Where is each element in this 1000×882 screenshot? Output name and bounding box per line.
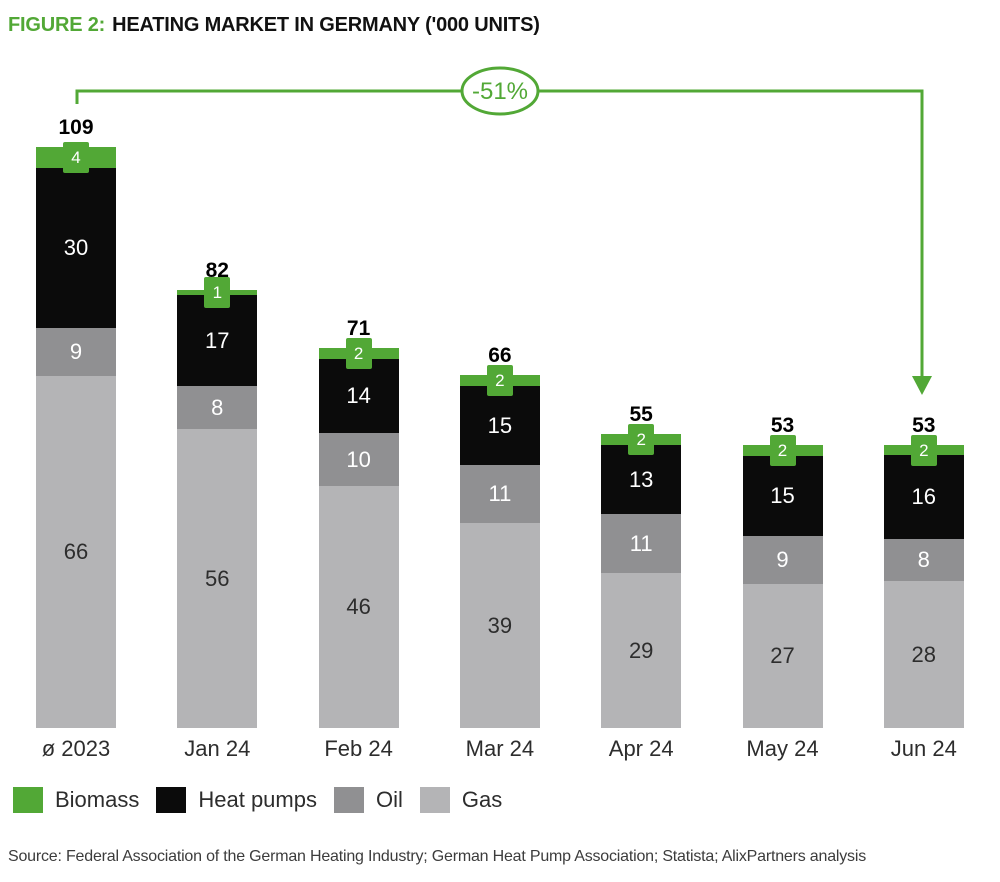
bar--2023-gas-segment: 66: [36, 376, 116, 728]
bar-total-label: 82: [205, 259, 229, 282]
bar-total-label: 53: [770, 414, 795, 437]
bar-feb-24-heat-pumps-segment: 14: [318, 359, 399, 433]
x-axis-label: Apr 24: [608, 736, 674, 761]
x-axis-label: Jun 24: [890, 736, 957, 761]
bar-jun-24-heat-pumps-segment: 16: [883, 455, 964, 539]
x-axis-label: May 24: [746, 736, 819, 761]
bar-total-label: 109: [58, 116, 94, 139]
bar-apr-24-biomass-segment-value-badge: 2: [628, 424, 655, 455]
bar--2023-heat-pumps-segment: 30: [36, 168, 116, 328]
bar-total-label: 53: [912, 414, 936, 437]
bar-mar-24-heat-pumps-segment: 15: [459, 386, 540, 465]
legend-label: Oil: [375, 787, 403, 812]
x-axis-label: Jan 24: [184, 736, 251, 761]
bar--2023-oil-segment: 9: [36, 328, 116, 376]
bar-apr-24-heat-pumps-segment: 13: [601, 445, 682, 514]
legend-swatch-icon: [333, 787, 364, 813]
bar-feb-24-gas-segment: 46: [318, 486, 399, 728]
figure-title-text: HEATING MARKET IN GERMANY ('000 UNITS): [112, 14, 540, 36]
legend-label: Biomass: [55, 787, 140, 812]
bar-total-label: 71: [346, 317, 371, 340]
legend: Biomass Heat pumps Oil Gas: [13, 787, 502, 813]
bar-jan-24-biomass-segment-value-badge: 1: [204, 277, 231, 308]
bar-may-24-heat-pumps-segment: 15: [742, 456, 823, 536]
legend-label: Gas: [461, 787, 503, 812]
bar-mar-24-gas-segment: 39: [459, 523, 540, 728]
legend-swatch-icon: [156, 787, 187, 813]
legend-item-heat-pumps: Heat pumps: [156, 787, 317, 813]
legend-item-biomass: Biomass: [13, 787, 139, 813]
bar-mar-24-oil-segment: 11: [459, 465, 540, 523]
bar--2023-biomass-segment-value-badge: 4: [63, 142, 89, 173]
bar-apr-24-gas-segment: 29: [601, 573, 682, 728]
x-axis-label: Feb 24: [324, 736, 393, 761]
legend-item-gas: Gas: [419, 787, 503, 813]
bar-total-label: 55: [629, 403, 653, 426]
bar-apr-24-oil-segment: 11: [601, 514, 682, 573]
bar-jun-24-oil-segment: 8: [883, 539, 964, 581]
bar-feb-24-oil-segment: 10: [318, 433, 399, 486]
bar-may-24-biomass-segment-value-badge: 2: [769, 435, 796, 466]
figure-title: FIGURE 2: HEATING MARKET IN GERMANY ('000…: [8, 14, 540, 37]
bar-jun-24-biomass-segment-value-badge: 2: [910, 434, 937, 466]
bar-feb-24-biomass-segment-value-badge: 2: [345, 338, 372, 369]
bar-jan-24-gas-segment: 56: [177, 429, 258, 728]
bar-jun-24-gas-segment: 28: [883, 581, 964, 728]
legend-swatch-icon: [419, 787, 450, 813]
plot-area: 66 9 30 4 109 56 8 17 1 82 46 10 14 2 71 39 11 15 2 66 29 11 1…: [36, 116, 964, 728]
legend-label: Heat pumps: [198, 787, 317, 812]
x-axis-label: Mar 24: [465, 736, 535, 761]
legend-swatch-icon: [13, 787, 43, 813]
bar-jan-24-oil-segment: 8: [177, 386, 258, 429]
legend-item-oil: Oil: [333, 787, 403, 813]
figure-number-label: FIGURE 2:: [8, 14, 106, 36]
bar-jan-24-heat-pumps-segment: 17: [177, 295, 258, 386]
bar-mar-24-biomass-segment-value-badge: 2: [486, 365, 513, 396]
bar-may-24-gas-segment: 27: [742, 584, 823, 728]
bar-total-label: 66: [488, 344, 512, 367]
x-axis-label: ø 2023: [41, 736, 111, 761]
bar-may-24-oil-segment: 9: [742, 536, 823, 584]
source-note: Source: Federal Association of the Germa…: [8, 848, 867, 865]
